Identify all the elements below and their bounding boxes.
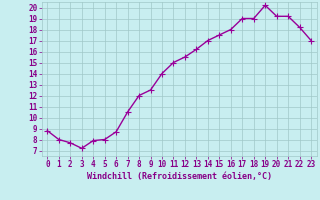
X-axis label: Windchill (Refroidissement éolien,°C): Windchill (Refroidissement éolien,°C) [87, 172, 272, 181]
